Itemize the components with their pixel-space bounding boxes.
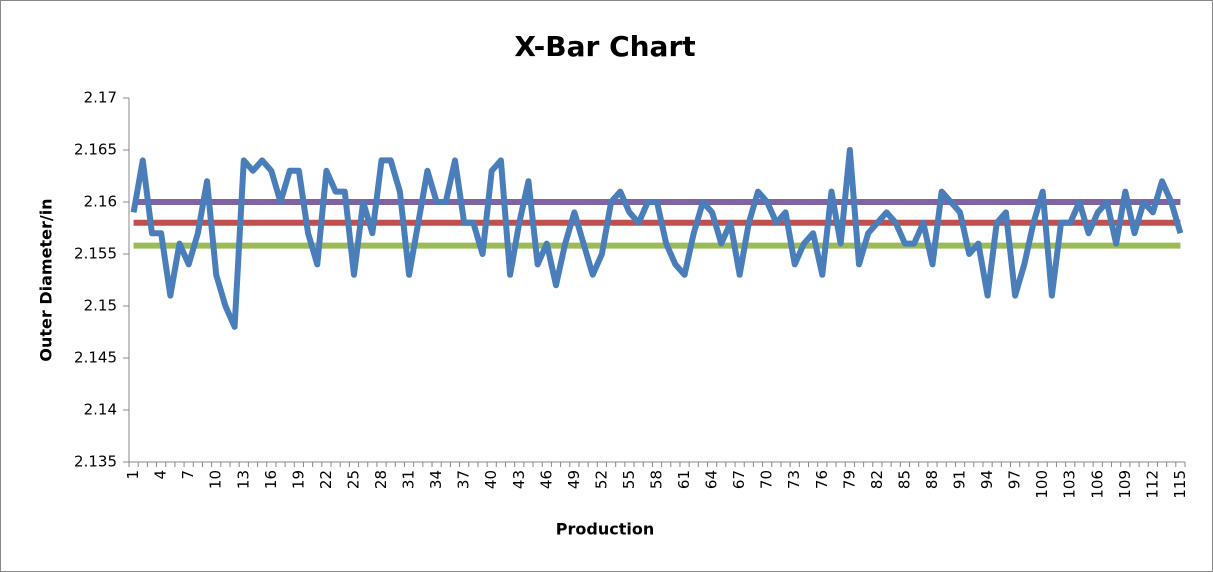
x-tick-label: 76 [813, 470, 831, 489]
x-tick-label: 58 [648, 470, 666, 489]
y-tick-label: 2.155 [74, 245, 117, 263]
x-tick-label: 43 [510, 470, 528, 489]
x-tick-label: 52 [592, 470, 610, 489]
x-tick-label: 67 [730, 470, 748, 489]
x-tick-label: 100 [1033, 470, 1051, 499]
y-tick-label: 2.17 [84, 89, 117, 107]
x-tick-label: 22 [317, 470, 335, 489]
x-tick-label: 10 [207, 470, 225, 489]
x-tick-label: 13 [234, 470, 252, 489]
x-tick-label: 40 [482, 470, 500, 489]
x-tick-label: 34 [427, 470, 445, 489]
x-tick-label: 31 [400, 470, 418, 489]
x-tick-label: 109 [1116, 470, 1134, 499]
y-tick-label: 2.165 [74, 141, 117, 159]
x-tick-label: 115 [1171, 470, 1189, 499]
y-tick-label: 2.145 [74, 349, 117, 367]
x-tick-label: 112 [1143, 470, 1161, 499]
series-line [130, 147, 1184, 330]
x-tick-label: 16 [262, 470, 280, 489]
x-tick-label: 94 [978, 470, 996, 489]
x-tick-label: 73 [785, 470, 803, 489]
x-tick-label: 19 [289, 470, 307, 489]
y-axis-title: Outer Diameter/in [37, 198, 56, 361]
x-tick-label: 61 [675, 470, 693, 489]
x-tick-label: 55 [620, 470, 638, 489]
x-tick-label: 82 [868, 470, 886, 489]
x-tick-label: 37 [455, 470, 473, 489]
x-tick-label: 4 [152, 470, 170, 480]
x-tick-label: 49 [565, 470, 583, 489]
y-tick-label: 2.15 [84, 297, 117, 315]
chart-title: X-Bar Chart [514, 30, 695, 63]
x-tick-label: 7 [179, 470, 197, 480]
x-tick-label: 103 [1061, 470, 1079, 499]
x-tick-label: 1 [124, 470, 142, 480]
y-tick-label: 2.14 [84, 401, 117, 419]
x-tick-label: 85 [895, 470, 913, 489]
x-tick-label: 64 [703, 470, 721, 489]
x-tick-label: 88 [923, 470, 941, 489]
x-tick-label: 106 [1088, 470, 1106, 499]
x-tick-label: 46 [537, 470, 555, 489]
x-tick-label: 28 [372, 470, 390, 489]
x-tick-label: 79 [840, 470, 858, 489]
x-tick-label: 97 [1006, 470, 1024, 489]
x-tick-label: 91 [951, 470, 969, 489]
y-tick-label: 2.135 [74, 453, 117, 471]
x-tick-label: 70 [758, 470, 776, 489]
y-tick-label: 2.16 [84, 193, 117, 211]
x-tick-label: 25 [344, 470, 362, 489]
x-axis-title: Production [556, 520, 654, 539]
